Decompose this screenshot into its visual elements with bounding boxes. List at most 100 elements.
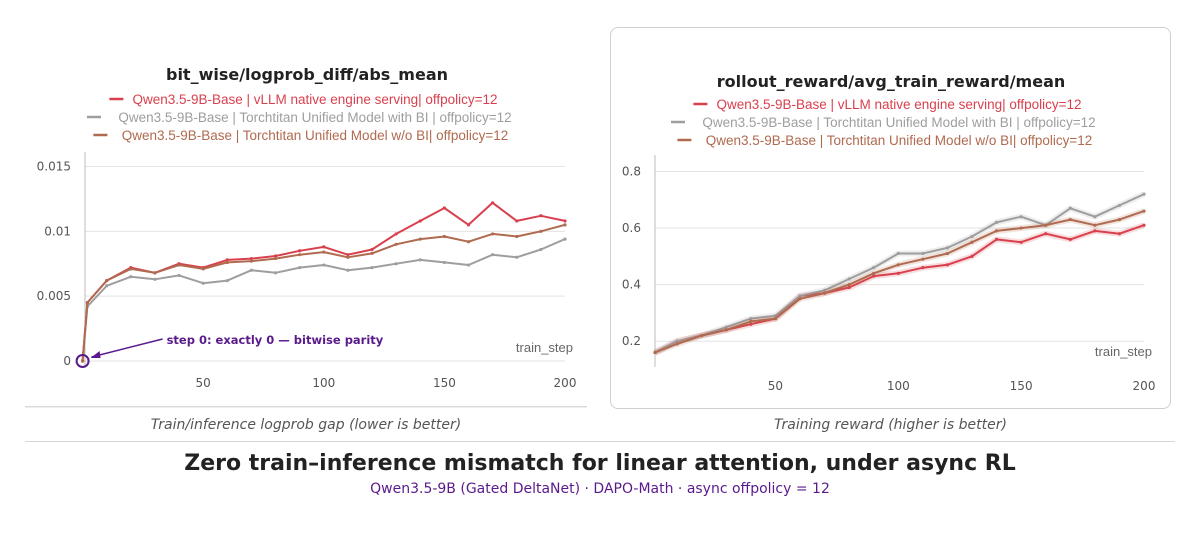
x-tick-label: 200: [554, 376, 577, 390]
data-point: [1117, 232, 1122, 236]
data-point: [675, 339, 679, 343]
data-point: [442, 260, 446, 265]
data-point: [370, 251, 374, 255]
y-tick-label: 0.8: [622, 164, 641, 178]
data-point: [370, 247, 374, 252]
data-point: [1093, 215, 1097, 219]
data-point: [798, 294, 802, 298]
legend-label: Qwen3.5-9B-Base | vLLM native engine ser…: [132, 92, 497, 107]
data-point: [201, 267, 205, 271]
series-line: [654, 224, 1145, 354]
data-point: [994, 229, 999, 233]
series-band: [653, 222, 1145, 356]
data-point: [847, 283, 851, 287]
data-point: [394, 262, 398, 266]
chart-title: bit_wise/logprob_diff/abs_mean: [166, 65, 448, 84]
data-point: [418, 237, 422, 241]
data-point: [491, 232, 495, 236]
data-point: [847, 285, 851, 290]
data-point: [945, 246, 950, 250]
data-point: [798, 297, 802, 301]
data-point: [749, 316, 753, 321]
data-point: [515, 234, 519, 239]
data-point: [370, 266, 374, 270]
legend-label: Qwen3.5-9B-Base | Torchtitan Unified Mod…: [702, 115, 1095, 130]
data-point: [129, 267, 133, 271]
data-point: [822, 288, 827, 292]
data-point: [394, 242, 398, 246]
data-point: [298, 253, 302, 257]
legend-label: Qwen3.5-9B-Base | vLLM native engine ser…: [716, 97, 1081, 112]
y-tick-label: 0.01: [44, 224, 71, 238]
data-point: [85, 301, 90, 305]
data-point: [773, 314, 778, 318]
annotation-arrow: [91, 338, 163, 358]
data-point: [945, 251, 950, 256]
data-point: [225, 258, 229, 262]
data-point: [822, 291, 827, 295]
data-point: [346, 268, 350, 272]
data-point: [1068, 217, 1072, 222]
data-point: [872, 271, 876, 275]
data-point: [273, 271, 278, 275]
data-point: [273, 254, 278, 258]
y-tick-label: 0.005: [37, 289, 71, 303]
data-point: [298, 266, 302, 270]
data-point: [322, 245, 326, 249]
y-tick-label: 0: [63, 354, 71, 368]
data-point: [1044, 223, 1048, 227]
annotation-marker: [75, 354, 90, 368]
data-point: [298, 249, 302, 253]
data-point: [994, 237, 999, 241]
x-tick-label: 100: [887, 379, 910, 393]
series-band: [653, 208, 1145, 356]
data-point: [466, 223, 471, 227]
data-point: [249, 256, 254, 261]
data-point: [153, 277, 157, 281]
data-point: [466, 263, 471, 267]
data-point: [129, 275, 133, 279]
data-point: [921, 251, 925, 256]
series-line: [81, 223, 566, 362]
data-point: [1142, 209, 1146, 213]
data-point: [921, 266, 925, 270]
data-point: [1117, 203, 1122, 208]
logprob-diff-chart: bit_wise/logprob_diff/abs_mean Qwen3.5-9B…: [37, 65, 577, 390]
y-tick-label: 0.015: [37, 159, 71, 173]
x-tick-label: 50: [768, 379, 783, 393]
y-tick-label: 0.6: [622, 221, 641, 235]
data-point: [346, 253, 350, 257]
data-point: [105, 284, 109, 288]
data-point: [322, 250, 326, 254]
data-point: [1019, 226, 1023, 230]
x-axis-label: train_step: [1095, 344, 1152, 359]
data-point: [539, 214, 543, 218]
legend-label: Qwen3.5-9B-Base | Torchtitan Unified Mod…: [706, 133, 1093, 148]
figure-title: Zero train–inference mismatch for linear…: [184, 451, 1016, 476]
data-point: [491, 201, 495, 205]
data-point: [249, 268, 254, 272]
data-point: [653, 350, 657, 355]
x-tick-label: 100: [312, 376, 335, 390]
footer-divider: [25, 441, 1175, 442]
data-point: [1093, 223, 1097, 227]
data-point: [105, 279, 109, 283]
x-tick-label: 50: [196, 376, 211, 390]
data-point: [273, 256, 278, 261]
legend-label: Qwen3.5-9B-Base | Torchtitan Unified Mod…: [118, 110, 511, 125]
x-tick-label: 200: [1133, 379, 1156, 393]
data-point: [539, 247, 543, 252]
y-tick-label: 0.4: [622, 278, 641, 292]
data-point: [225, 279, 229, 283]
data-point: [177, 273, 181, 278]
x-tick-label: 150: [433, 376, 456, 390]
data-point: [322, 263, 326, 267]
data-point: [970, 234, 974, 239]
annotation-text: step 0: exactly 0 — bitwise parity: [167, 333, 384, 347]
y-tick-label: 0.2: [622, 334, 641, 348]
chart-title: rollout_reward/avg_train_reward/mean: [717, 72, 1066, 91]
data-point: [945, 263, 950, 267]
data-point: [515, 219, 519, 223]
data-point: [970, 254, 974, 258]
data-point: [773, 316, 778, 321]
